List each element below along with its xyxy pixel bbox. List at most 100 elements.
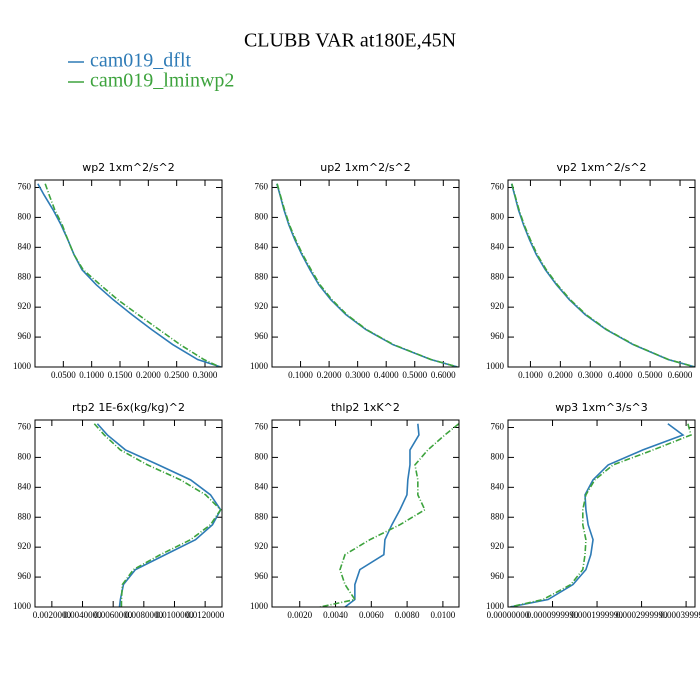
x-tick-label: 0.1000: [79, 370, 104, 380]
y-tick-label: 760: [255, 182, 269, 192]
y-tick-label: 960: [255, 571, 269, 581]
y-tick-label: 760: [255, 422, 269, 432]
y-tick-label: 800: [491, 451, 505, 461]
panel-title: vp2 1xm^2/s^2: [556, 161, 646, 174]
y-tick-label: 1000: [250, 601, 269, 611]
plot-frame: [271, 419, 460, 608]
y-tick-label: 960: [18, 571, 32, 581]
x-tick-label: 0.1000: [288, 370, 313, 380]
x-tick-label: 0.1000: [518, 370, 543, 380]
x-tick-label: 0.4000: [608, 370, 633, 380]
x-tick-label: 0.2500: [164, 370, 189, 380]
panel-title: up2 1xm^2/s^2: [320, 161, 411, 174]
x-tick-label: 0.1500: [108, 370, 133, 380]
x-tick-label: 0.6000: [668, 370, 693, 380]
y-tick-label: 960: [18, 331, 32, 341]
series-line: [276, 183, 458, 367]
y-tick-label: 880: [255, 271, 269, 281]
y-tick-label: 800: [18, 451, 32, 461]
x-tick-label: 0.2000: [136, 370, 161, 380]
x-tick-label: 0.0001999990: [571, 610, 623, 620]
legend-label: cam019_lminwp2: [90, 70, 234, 92]
y-tick-label: 920: [18, 301, 32, 311]
y-tick-label: 880: [18, 271, 32, 281]
series-line: [344, 423, 420, 607]
x-tick-label: 0.0040: [323, 610, 348, 620]
x-tick-label: 0.0003999970: [660, 610, 700, 620]
panel-title: wp2 1xm^2/s^2: [82, 161, 175, 174]
y-tick-label: 840: [255, 481, 269, 491]
x-tick-label: 0.4000: [374, 370, 399, 380]
y-tick-label: 840: [18, 481, 32, 491]
y-tick-label: 920: [255, 301, 269, 311]
x-tick-label: 0.0020000: [33, 610, 72, 620]
y-tick-label: 760: [18, 422, 32, 432]
plot-frame: [507, 179, 696, 368]
x-tick-label: 0.0500: [51, 370, 76, 380]
y-tick-label: 840: [18, 241, 32, 251]
legend-label: cam019_dflt: [90, 50, 192, 72]
x-tick-label: 0.2000: [548, 370, 573, 380]
x-tick-label: 0.0100: [431, 610, 456, 620]
y-tick-label: 840: [255, 241, 269, 251]
series-line: [44, 183, 221, 367]
x-tick-label: 0.6000: [431, 370, 456, 380]
series-line: [510, 183, 695, 367]
x-tick-label: 0.3000: [578, 370, 603, 380]
x-tick-label: 0.0002999990: [616, 610, 668, 620]
x-tick-label: 0.00000000: [487, 610, 530, 620]
y-tick-label: 1000: [250, 361, 269, 371]
x-tick-label: 0.0040000: [63, 610, 102, 620]
y-tick-label: 960: [491, 331, 505, 341]
y-tick-label: 1000: [486, 361, 505, 371]
x-tick-label: 0.0080: [395, 610, 420, 620]
y-tick-label: 760: [491, 422, 505, 432]
y-tick-label: 960: [255, 331, 269, 341]
x-tick-label: 0.0100000: [155, 610, 194, 620]
y-tick-label: 1000: [13, 361, 32, 371]
series-line: [96, 423, 222, 607]
y-tick-label: 1000: [486, 601, 505, 611]
x-tick-label: 0.5000: [638, 370, 663, 380]
series-line: [93, 423, 222, 607]
plot-frame: [34, 179, 223, 368]
x-tick-label: 0.2000: [317, 370, 342, 380]
plot-frame: [271, 179, 460, 368]
x-tick-label: 0.0060000: [94, 610, 133, 620]
x-tick-label: 0.0020: [287, 610, 312, 620]
series-line: [37, 183, 222, 367]
y-tick-label: 760: [491, 182, 505, 192]
plot-frame: [507, 419, 696, 608]
series-line: [511, 183, 695, 367]
x-tick-label: 0.0000999990: [527, 610, 579, 620]
panel-title: thlp2 1xK^2: [331, 401, 400, 414]
y-tick-label: 800: [491, 211, 505, 221]
y-tick-label: 1000: [13, 601, 32, 611]
x-tick-label: 0.0120000: [186, 610, 225, 620]
panel-title: rtp2 1E-6x(kg/kg)^2: [72, 401, 185, 414]
y-tick-label: 920: [491, 301, 505, 311]
figure-title: CLUBB VAR at180E,45N: [244, 30, 456, 52]
x-tick-label: 0.3000: [193, 370, 218, 380]
y-tick-label: 960: [491, 571, 505, 581]
y-tick-label: 920: [491, 541, 505, 551]
y-tick-label: 920: [18, 541, 32, 551]
y-tick-label: 880: [491, 511, 505, 521]
plot-frame: [34, 419, 223, 608]
x-tick-label: 0.5000: [402, 370, 427, 380]
y-tick-label: 800: [255, 451, 269, 461]
x-tick-label: 0.0080000: [125, 610, 164, 620]
y-tick-label: 880: [18, 511, 32, 521]
y-tick-label: 760: [18, 182, 32, 192]
y-tick-label: 840: [491, 241, 505, 251]
series-line: [276, 183, 458, 367]
y-tick-label: 920: [255, 541, 269, 551]
x-tick-label: 0.3000: [345, 370, 370, 380]
series-line: [319, 423, 459, 607]
series-line: [509, 423, 685, 607]
series-line: [509, 423, 692, 607]
y-tick-label: 880: [255, 511, 269, 521]
y-tick-label: 880: [491, 271, 505, 281]
